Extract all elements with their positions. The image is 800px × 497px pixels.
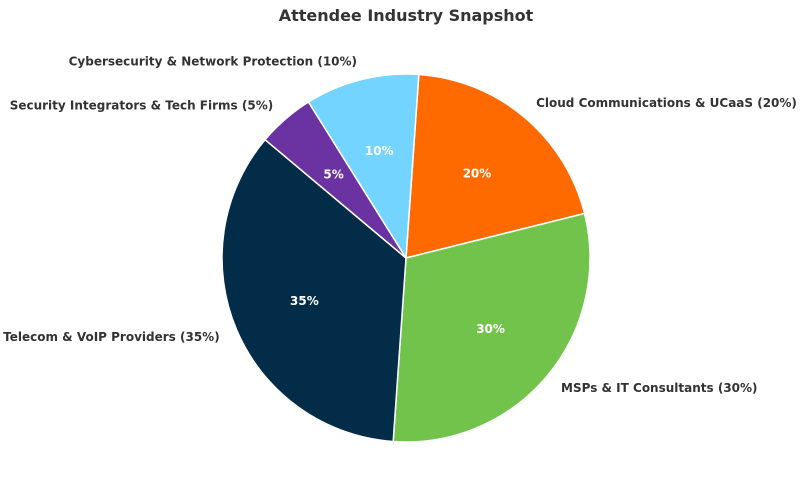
pie-slice	[307, 73, 420, 259]
pie-slice	[392, 212, 591, 443]
pie-category-labels: Cloud Communications & UCaaS (20%) MSPs &…	[3, 55, 797, 395]
pie-slices	[221, 73, 591, 443]
pie-percentage-label: 30%	[476, 322, 505, 336]
pie-percentage-label: 20%	[463, 166, 492, 180]
pie-percentage-label: 35%	[290, 294, 319, 308]
chart-title: Attendee Industry Snapshot	[279, 6, 534, 25]
pie-category-label: Cybersecurity & Network Protection (10%)	[69, 55, 357, 69]
pie-slice	[405, 73, 586, 259]
pie-percentage-label: 5%	[323, 168, 343, 182]
pie-percentage-labels: 20% 30% 35% 5% 10%	[290, 144, 505, 336]
pie-percentage-label: 10%	[365, 144, 394, 158]
pie-category-label: Cloud Communications & UCaaS (20%)	[536, 96, 797, 110]
pie-category-label: Security Integrators & Tech Firms (5%)	[10, 98, 274, 112]
pie-slice	[221, 138, 407, 443]
pie-category-label: MSPs & IT Consultants (30%)	[561, 381, 757, 395]
pie-category-label: Telecom & VoIP Providers (35%)	[3, 330, 220, 344]
